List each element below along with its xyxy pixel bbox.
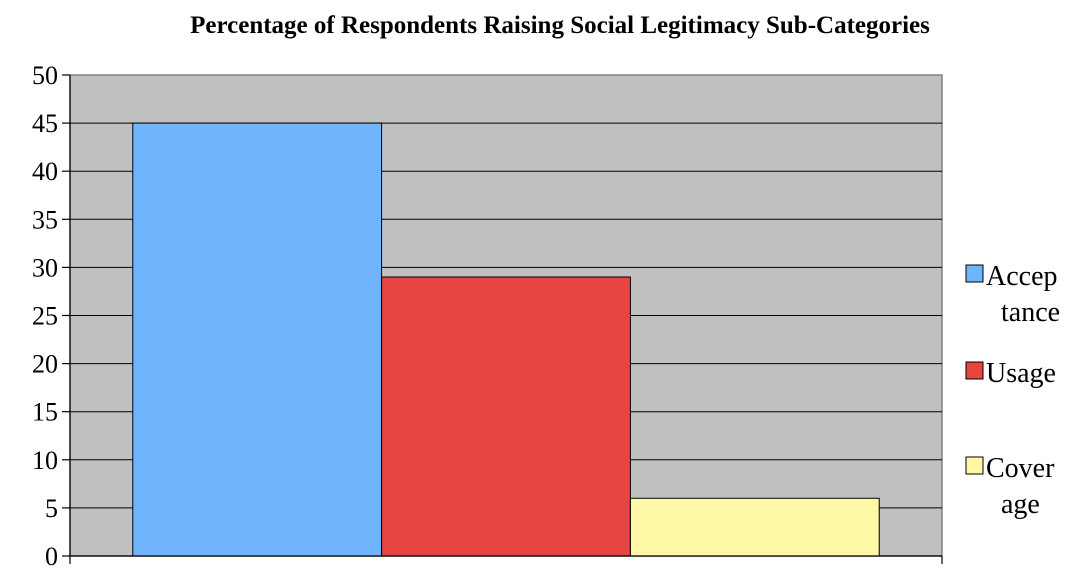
legend-swatch bbox=[965, 361, 984, 380]
y-tick-label: 10 bbox=[32, 446, 58, 475]
legend-label: Accep tance bbox=[986, 261, 1060, 328]
y-tick-label: 30 bbox=[32, 253, 58, 282]
y-tick-label: 25 bbox=[32, 302, 58, 331]
legend-swatch bbox=[965, 456, 984, 475]
y-tick-label: 15 bbox=[32, 398, 58, 427]
legend-label: Usage bbox=[986, 358, 1056, 389]
y-tick-label: 20 bbox=[32, 350, 58, 379]
y-tick-label: 45 bbox=[32, 109, 58, 138]
y-tick-label: 40 bbox=[32, 157, 58, 186]
legend-label: Cover age bbox=[986, 453, 1055, 520]
y-axis: 0 5 10 15 20 25 30 35 40 45 50 bbox=[32, 61, 943, 569]
y-tick-label: 5 bbox=[45, 494, 58, 523]
bar-acceptance bbox=[132, 122, 383, 557]
y-tick-label: 35 bbox=[32, 205, 58, 234]
bars bbox=[132, 122, 880, 557]
bar-coverage bbox=[629, 497, 880, 557]
y-tick-label: 0 bbox=[45, 542, 58, 569]
chart-title: Percentage of Respondents Raising Social… bbox=[190, 12, 930, 39]
legend-item-coverage: Cover age bbox=[965, 453, 1055, 520]
legend-swatch bbox=[965, 264, 984, 283]
bar-usage bbox=[381, 276, 631, 557]
legend-item-acceptance: Accep tance bbox=[965, 261, 1060, 328]
legend-item-usage: Usage bbox=[965, 358, 1056, 389]
legend: Accep tance Usage Cover age bbox=[965, 261, 1060, 520]
y-tick-label: 50 bbox=[32, 61, 58, 90]
